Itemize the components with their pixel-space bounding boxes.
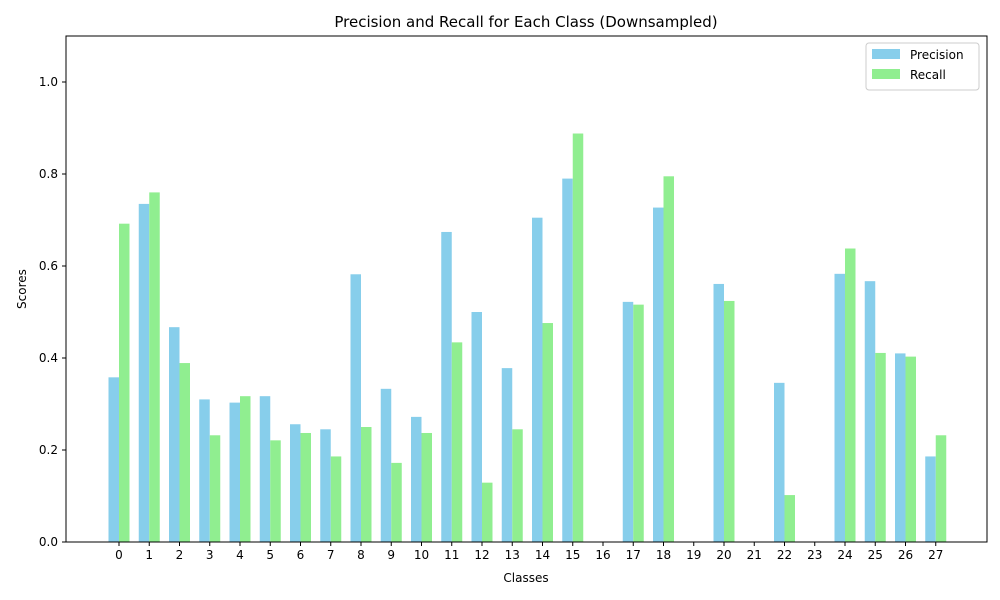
x-tick-label: 6 bbox=[297, 548, 305, 562]
x-tick-label: 26 bbox=[898, 548, 913, 562]
legend-swatch-precision bbox=[872, 49, 900, 59]
x-tick-label: 16 bbox=[595, 548, 610, 562]
bar-recall-class-1 bbox=[149, 192, 160, 542]
x-tick-label: 11 bbox=[444, 548, 459, 562]
legend-swatch-recall bbox=[872, 69, 900, 79]
bar-recall-class-13 bbox=[512, 429, 523, 542]
bar-recall-class-9 bbox=[391, 462, 402, 542]
chart-title: Precision and Recall for Each Class (Dow… bbox=[334, 13, 717, 31]
x-tick-label: 12 bbox=[474, 548, 489, 562]
bar-recall-class-15 bbox=[572, 133, 584, 542]
x-tick-label: 5 bbox=[266, 548, 274, 562]
y-tick-label: 0.0 bbox=[39, 535, 58, 549]
bar-recall-class-8 bbox=[361, 427, 372, 542]
y-tick-label: 1.0 bbox=[39, 75, 58, 89]
bar-precision-class-5 bbox=[259, 396, 271, 542]
x-tick-label: 3 bbox=[206, 548, 214, 562]
bar-precision-class-22 bbox=[774, 382, 785, 542]
bar-precision-class-8 bbox=[350, 274, 361, 542]
bar-precision-class-14 bbox=[532, 217, 543, 542]
x-tick-label: 8 bbox=[357, 548, 365, 562]
bar-precision-class-6 bbox=[290, 424, 301, 542]
bar-recall-class-25 bbox=[875, 352, 886, 542]
bar-precision-class-1 bbox=[138, 203, 150, 542]
bar-precision-class-27 bbox=[925, 456, 936, 542]
x-tick-label: 20 bbox=[716, 548, 731, 562]
bar-recall-class-11 bbox=[451, 342, 463, 542]
bar-precision-class-7 bbox=[320, 429, 331, 542]
bar-precision-class-10 bbox=[411, 416, 422, 542]
bar-recall-class-10 bbox=[421, 432, 432, 542]
bar-recall-class-12 bbox=[482, 482, 493, 542]
bar-precision-class-18 bbox=[653, 207, 664, 542]
y-tick-label: 0.2 bbox=[39, 443, 58, 457]
x-ticks-group: 0 1 2 3 4 5 6 7 8 9 10 11 12 13 14 15 16 17 18 19 20 21 22 23 24… bbox=[115, 542, 943, 562]
bar-precision-class-9 bbox=[380, 388, 392, 542]
y-ticks-group: 0.0 0.2 0.4 0.6 0.8 1.0 bbox=[39, 75, 66, 549]
bar-precision-class-12 bbox=[471, 312, 482, 542]
bars-group bbox=[108, 133, 947, 543]
x-tick-label: 23 bbox=[807, 548, 822, 562]
legend-label-precision: Precision bbox=[910, 48, 964, 62]
bar-recall-class-22 bbox=[784, 495, 795, 542]
x-tick-label: 2 bbox=[176, 548, 184, 562]
bar-precision-class-13 bbox=[501, 368, 513, 542]
x-tick-label: 19 bbox=[686, 548, 701, 562]
x-tick-label: 15 bbox=[565, 548, 580, 562]
y-tick-label: 0.8 bbox=[39, 167, 58, 181]
x-tick-label: 24 bbox=[837, 548, 852, 562]
x-tick-label: 13 bbox=[505, 548, 520, 562]
bar-precision-class-24 bbox=[834, 273, 845, 542]
bar-recall-class-4 bbox=[240, 396, 251, 542]
bar-precision-class-2 bbox=[169, 327, 180, 542]
plot-frame bbox=[65, 35, 988, 543]
bar-precision-class-26 bbox=[895, 353, 906, 542]
bar-recall-class-7 bbox=[330, 456, 342, 542]
bar-recall-class-27 bbox=[935, 435, 947, 542]
y-tick-label: 0.6 bbox=[39, 259, 58, 273]
x-tick-label: 14 bbox=[535, 548, 550, 562]
bar-recall-class-26 bbox=[905, 356, 916, 542]
x-tick-label: 0 bbox=[115, 548, 123, 562]
legend: Precision Recall bbox=[865, 42, 980, 91]
bar-precision-class-17 bbox=[622, 301, 634, 542]
legend-label-recall: Recall bbox=[910, 68, 946, 82]
x-tick-label: 18 bbox=[656, 548, 671, 562]
x-tick-label: 1 bbox=[145, 548, 153, 562]
x-tick-label: 7 bbox=[327, 548, 335, 562]
x-tick-label: 21 bbox=[747, 548, 762, 562]
y-axis-label: Scores bbox=[15, 269, 29, 309]
bar-recall-class-18 bbox=[663, 176, 674, 543]
bar-recall-class-20 bbox=[724, 300, 735, 542]
bar-recall-class-24 bbox=[845, 248, 856, 542]
bar-precision-class-15 bbox=[562, 178, 573, 542]
x-tick-label: 4 bbox=[236, 548, 244, 562]
bar-precision-class-25 bbox=[864, 281, 876, 542]
x-tick-label: 17 bbox=[626, 548, 641, 562]
bar-precision-class-20 bbox=[713, 283, 724, 542]
y-tick-label: 0.4 bbox=[39, 351, 58, 365]
bar-recall-class-0 bbox=[119, 223, 130, 542]
bar-precision-class-0 bbox=[108, 377, 119, 542]
bar-recall-class-2 bbox=[179, 363, 190, 542]
x-tick-label: 27 bbox=[928, 548, 943, 562]
bar-recall-class-6 bbox=[300, 432, 311, 542]
x-tick-label: 9 bbox=[387, 548, 395, 562]
x-tick-label: 22 bbox=[777, 548, 792, 562]
x-axis-label: Classes bbox=[503, 571, 548, 585]
bar-precision-class-3 bbox=[199, 399, 210, 542]
bar-precision-class-4 bbox=[229, 402, 240, 542]
x-tick-label: 10 bbox=[414, 548, 429, 562]
bar-recall-class-3 bbox=[209, 435, 221, 542]
x-tick-label: 25 bbox=[868, 548, 883, 562]
bar-recall-class-14 bbox=[542, 323, 553, 542]
bar-recall-class-17 bbox=[633, 304, 644, 542]
bar-precision-class-11 bbox=[441, 231, 452, 542]
bar-recall-class-5 bbox=[270, 440, 281, 542]
